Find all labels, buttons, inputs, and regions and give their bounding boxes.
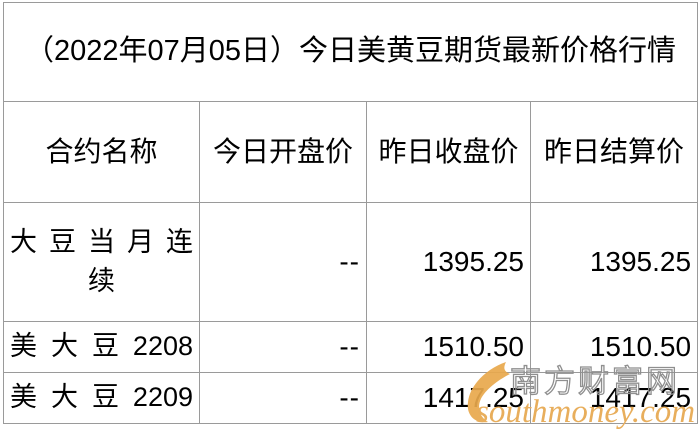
cell-open-today: -- bbox=[199, 321, 367, 373]
column-header-open-today: 今日开盘价 bbox=[199, 101, 367, 203]
futures-price-table: （2022年07月05日）今日美黄豆期货最新价格行情 合约名称 今日开盘价 昨日… bbox=[2, 2, 699, 424]
page-title: （2022年07月05日）今日美黄豆期货最新价格行情 bbox=[2, 2, 699, 102]
table-row: 美大豆2209 -- 1417.25 1417.25 bbox=[3, 372, 699, 424]
cell-open-today: -- bbox=[199, 372, 367, 424]
cell-settle-yesterday: 1510.50 bbox=[529, 321, 699, 373]
cell-contract-name: 大豆当月连 续 bbox=[3, 202, 200, 322]
cell-close-yesterday: 1510.50 bbox=[366, 321, 531, 373]
table-header-row: 合约名称 今日开盘价 昨日收盘价 昨日结算价 bbox=[3, 101, 699, 203]
cell-settle-yesterday: 1417.25 bbox=[529, 372, 699, 424]
cell-contract-name: 美大豆2209 bbox=[3, 372, 200, 424]
table-title-row: （2022年07月05日）今日美黄豆期货最新价格行情 bbox=[2, 2, 699, 102]
contract-name-line-2: 续 bbox=[88, 266, 115, 296]
contract-name-line-1: 美大豆2209 bbox=[10, 382, 193, 413]
column-header-close-yesterday: 昨日收盘价 bbox=[366, 101, 531, 203]
table-row: 美大豆2208 -- 1510.50 1510.50 bbox=[3, 321, 699, 373]
cell-close-yesterday: 1395.25 bbox=[366, 202, 531, 322]
cell-close-yesterday: 1417.25 bbox=[366, 372, 531, 424]
table-row: 大豆当月连 续 -- 1395.25 1395.25 bbox=[3, 202, 699, 322]
contract-name-line-1: 美大豆2208 bbox=[10, 331, 193, 362]
cell-contract-name: 美大豆2208 bbox=[3, 321, 200, 373]
cell-open-today: -- bbox=[199, 202, 367, 322]
column-header-settle-yesterday: 昨日结算价 bbox=[529, 101, 699, 203]
column-header-contract: 合约名称 bbox=[3, 101, 200, 203]
contract-name-line-1: 大豆当月连 bbox=[10, 226, 193, 257]
cell-settle-yesterday: 1395.25 bbox=[529, 202, 699, 322]
